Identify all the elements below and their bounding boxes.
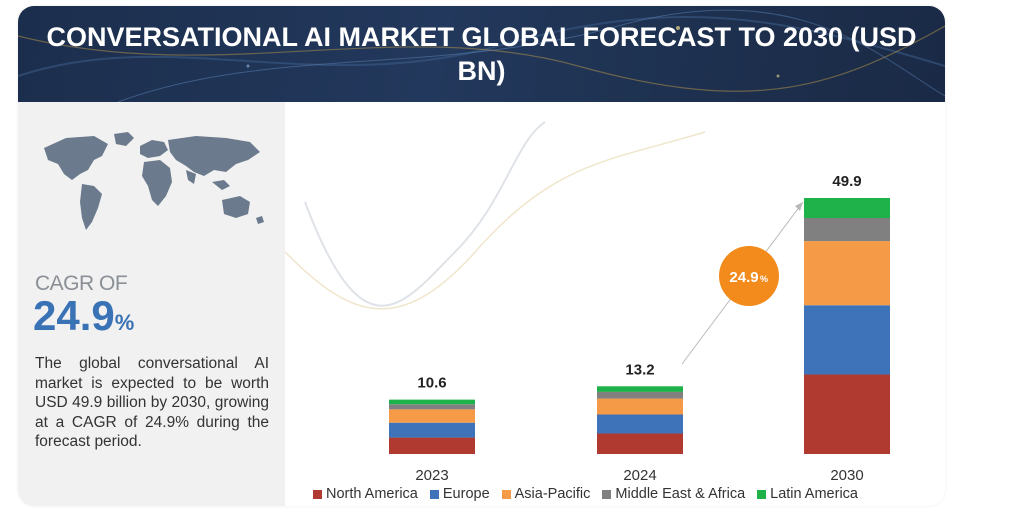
legend-item-asia-pacific: Asia-Pacific — [501, 486, 591, 502]
bar-segment-2024-latin-america — [597, 386, 683, 392]
legend-swatch — [501, 489, 511, 499]
infographic-card: CONVERSATIONAL AI MARKET GLOBAL FORECAST… — [18, 6, 945, 506]
market-description: The global conversational AI market is e… — [35, 355, 269, 450]
legend-item-middle-east-africa: Middle East & Africa — [602, 486, 745, 502]
cagr-percent-sign: % — [114, 310, 135, 335]
bars-layer — [389, 198, 890, 454]
x-tick-label-2024: 2024 — [623, 467, 656, 484]
header-background-art — [18, 9, 945, 102]
cagr-value: 24.9% — [33, 292, 134, 340]
decorative-swoosh-2 — [285, 131, 706, 310]
legend-item-latin-america: Latin America — [757, 486, 858, 502]
legend-swatch — [429, 489, 439, 499]
bar-segment-2024-asia-pacific — [597, 398, 683, 415]
cagr-number: 24.9 — [33, 292, 115, 339]
total-label-2030: 49.9 — [832, 173, 861, 190]
stacked-bar-chart: 10.6 2023 13.2 2024 49.9 2030 24.9 % — [285, 121, 890, 484]
bar-segment-2023-europe — [389, 422, 475, 438]
bar-segment-2023-north-america — [389, 437, 475, 454]
legend-item-north-america: North America — [313, 486, 418, 502]
bar-segment-2024-north-america — [597, 433, 683, 454]
legend-label: Europe — [442, 486, 490, 502]
bar-segment-2030-middle-east-africa — [804, 218, 890, 242]
bar-segment-2030-asia-pacific — [804, 241, 890, 306]
legend-label: Asia-Pacific — [514, 486, 591, 502]
header-banner: CONVERSATIONAL AI MARKET GLOBAL FORECAST… — [18, 6, 945, 102]
world-map-icon — [44, 132, 264, 230]
legend-label: Middle East & Africa — [615, 486, 746, 502]
bar-segment-2023-asia-pacific — [389, 409, 475, 423]
chart-area: 10.6 2023 13.2 2024 49.9 2030 24.9 % — [285, 102, 945, 506]
cagr-callout-value: 24.9 — [729, 269, 758, 286]
labels-layer: 10.6 2023 13.2 2024 49.9 2030 — [415, 173, 863, 484]
legend-label: Latin America — [770, 486, 858, 502]
cagr-label: CAGR OF — [35, 272, 128, 295]
bar-segment-2023-latin-america — [389, 399, 475, 405]
bar-segment-2023-middle-east-africa — [389, 404, 475, 410]
summary-panel: CAGR OF 24.9% The global conversational … — [18, 102, 285, 506]
bar-segment-2030-north-america — [804, 374, 890, 454]
growth-arrow-head — [795, 202, 803, 211]
bar-segment-2024-europe — [597, 414, 683, 434]
cagr-callout-unit: % — [760, 274, 768, 284]
bar-segment-2024-middle-east-africa — [597, 391, 683, 399]
legend-item-europe: Europe — [429, 486, 490, 502]
x-tick-label-2023: 2023 — [415, 467, 448, 484]
legend-swatch — [757, 489, 767, 499]
x-tick-label-2030: 2030 — [830, 467, 863, 484]
decorative-swoosh — [304, 121, 546, 307]
total-label-2024: 13.2 — [625, 361, 654, 378]
page-title: CONVERSATIONAL AI MARKET GLOBAL FORECAST… — [46, 22, 917, 86]
cagr-callout-circle — [719, 246, 779, 306]
bar-segment-2030-europe — [804, 305, 890, 375]
legend-swatch — [602, 489, 612, 499]
bar-segment-2030-latin-america — [804, 198, 890, 219]
legend-swatch — [313, 489, 322, 499]
chart-legend: North America Europe Asia-Pacific Middle Ea… — [313, 484, 858, 504]
total-label-2023: 10.6 — [417, 375, 446, 392]
legend-label: North America — [326, 486, 418, 502]
